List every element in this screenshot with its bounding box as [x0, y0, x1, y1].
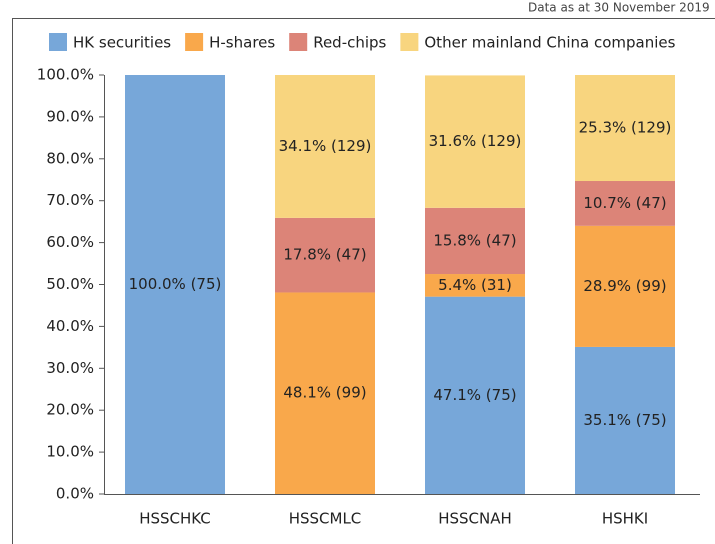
- y-tick-label: 10.0%: [46, 443, 94, 461]
- value-label: 25.3% (129): [579, 119, 672, 137]
- y-tick-label: 50.0%: [46, 275, 94, 293]
- legend-swatch: [185, 33, 204, 51]
- y-tick-label: 80.0%: [46, 149, 94, 167]
- x-tick-label: HSSCNAH: [438, 510, 512, 528]
- x-tick-label: HSSCMLC: [289, 510, 362, 528]
- bar-segment: [575, 75, 675, 182]
- value-label: 34.1% (129): [279, 137, 372, 155]
- y-tick-label: 100.0%: [37, 66, 94, 84]
- y-tick-label: 60.0%: [46, 233, 94, 251]
- value-label: 31.6% (129): [429, 132, 522, 150]
- value-label: 15.8% (47): [433, 231, 516, 249]
- y-tick-label: 40.0%: [46, 317, 94, 335]
- value-label: 17.8% (47): [283, 246, 366, 264]
- bar-segment: [425, 296, 525, 494]
- legend-swatch: [400, 33, 419, 51]
- legend-swatch: [289, 33, 308, 51]
- legend-label: H-shares: [209, 34, 275, 52]
- value-label: 28.9% (99): [583, 277, 666, 295]
- value-label: 100.0% (75): [129, 275, 222, 293]
- x-tick-label: HSSCHKC: [139, 510, 211, 528]
- y-tick-label: 90.0%: [46, 107, 94, 125]
- bar-segment: [575, 181, 675, 226]
- y-tick-label: 0.0%: [56, 485, 94, 503]
- value-label: 10.7% (47): [583, 194, 666, 212]
- legend-label: HK securities: [73, 34, 171, 52]
- bar-segment: [425, 274, 525, 297]
- legend-label: Other mainland China companies: [424, 34, 675, 52]
- bar-segment: [125, 75, 225, 494]
- bar-segment: [425, 75, 525, 208]
- value-label: 5.4% (31): [438, 276, 512, 294]
- y-tick-label: 20.0%: [46, 401, 94, 419]
- y-tick-label: 30.0%: [46, 359, 94, 377]
- frame: [12, 18, 715, 544]
- bar-segment: [275, 75, 375, 218]
- bar-segment: [575, 225, 675, 347]
- bar-segment: [575, 346, 675, 494]
- bar-segment: [275, 217, 375, 293]
- value-label: 47.1% (75): [433, 386, 516, 404]
- x-tick-label: HSHKI: [602, 510, 648, 528]
- bar-segment: [275, 292, 375, 494]
- legend-swatch: [49, 33, 67, 51]
- chart-subtitle: Data as at 30 November 2019: [528, 1, 710, 15]
- y-tick-label: 70.0%: [46, 191, 94, 209]
- legend-label: Red-chips: [313, 34, 386, 52]
- value-label: 48.1% (99): [283, 384, 366, 402]
- bar-segment: [425, 207, 525, 275]
- value-label: 35.1% (75): [583, 411, 666, 429]
